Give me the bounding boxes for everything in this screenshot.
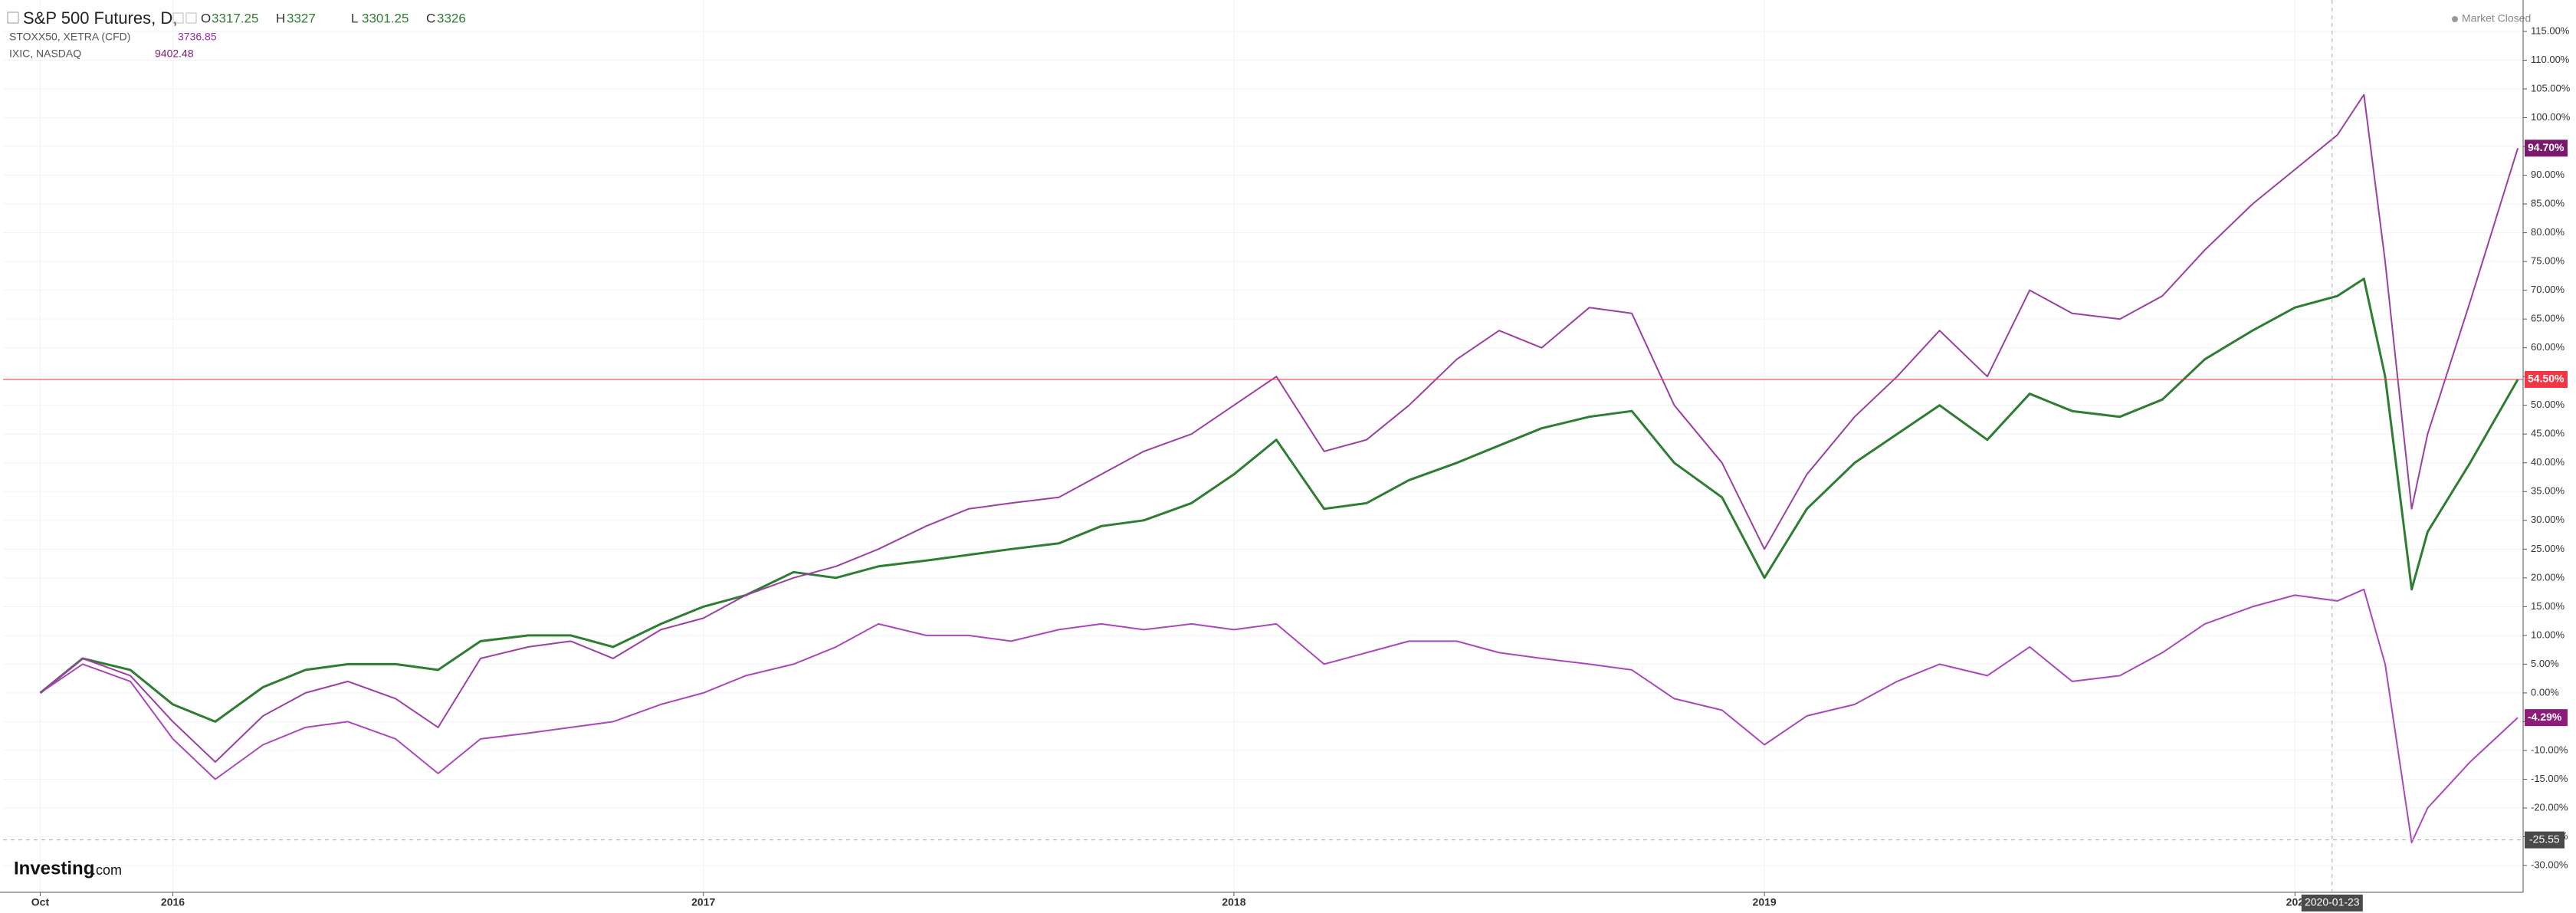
y-tick-label: 10.00% [2531,629,2565,640]
price-badge-label: 54.50% [2528,373,2565,385]
y-tick-label: 65.00% [2531,313,2565,324]
legend-button[interactable] [185,12,197,24]
y-tick-label: 40.00% [2531,456,2565,468]
ohlc-value: 3326 [437,11,466,25]
legend-series: STOXX50, XETRA (CFD) [9,31,130,43]
crosshair-x-box [2301,895,2363,911]
price-badge-label: -4.29% [2528,711,2562,723]
logo-suffix: .com [92,862,122,878]
y-tick-label: 30.00% [2531,514,2565,525]
price-badge-label: 94.70% [2528,141,2565,153]
ohlc-label: O [201,11,211,25]
price-badge [2525,370,2568,388]
y-tick-label: 50.00% [2531,399,2565,410]
y-tick-label: 20.00% [2531,571,2565,583]
y-tick-label: 0.00% [2531,686,2559,698]
price-badge [2525,709,2568,727]
y-tick-label: 85.00% [2531,198,2565,209]
x-tick-label: 2019 [1753,896,1777,908]
legend: S&P 500 Futures, D, STOXX50, XETRA (CFD)… [7,8,217,60]
series-line [39,278,2519,723]
y-tick-label: 5.00% [2531,658,2559,669]
ohlc-label: H [276,11,285,25]
y-tick-label: 90.00% [2531,169,2565,180]
y-tick-label: 45.00% [2531,428,2565,439]
y-tick-label: 15.00% [2531,600,2565,612]
legend-button[interactable] [172,12,184,24]
y-tick-label: -20.00% [2531,801,2568,813]
status-dot [2452,16,2458,22]
y-tick-label: 25.00% [2531,543,2565,554]
y-tick-label: 35.00% [2531,485,2565,497]
y-tick-label: 60.00% [2531,341,2565,353]
y-tick-label: -30.00% [2531,859,2568,870]
logo: Investing [14,858,94,879]
legend-icon [7,11,19,24]
ohlc-value: 3301.25 [362,11,409,25]
y-tick-label: 110.00% [2531,54,2570,65]
y-tick-label: 80.00% [2531,226,2565,238]
y-tick-label: 75.00% [2531,255,2565,267]
ohlc-label: C [426,11,435,25]
x-tick-label: 2018 [1222,896,1245,908]
ohlc-value: 3317.25 [212,11,258,25]
x-tick-label: 2016 [161,896,185,908]
crosshair-y-box [2525,831,2565,849]
ohlc-label: L [351,11,358,25]
x-tick-label: 2017 [691,896,715,908]
y-tick-label: -10.00% [2531,744,2568,755]
y-tick-label: -15.00% [2531,773,2568,784]
legend-value: 3736.85 [178,31,217,43]
series-line [39,94,2519,763]
crosshair-x-label: 2020-01-23 [2305,896,2360,908]
x-tick-label: Oct [31,896,50,908]
y-tick-label: 100.00% [2531,111,2571,123]
y-tick-label: 70.00% [2531,284,2565,295]
legend-value: 9402.48 [155,48,194,60]
legend-title: S&P 500 Futures, D, [23,8,177,28]
x-tick-label: 202 [2286,896,2305,908]
y-tick-label: 105.00% [2531,82,2571,94]
crosshair-y-label: -25.55 [2529,833,2560,845]
y-tick-label: 115.00% [2531,25,2570,36]
price-badge [2525,140,2568,157]
ohlc-value: 3327 [287,11,316,25]
legend-series: IXIC, NASDAQ [9,48,81,60]
series-line [39,588,2519,843]
market-status: Market Closed [2462,12,2531,25]
